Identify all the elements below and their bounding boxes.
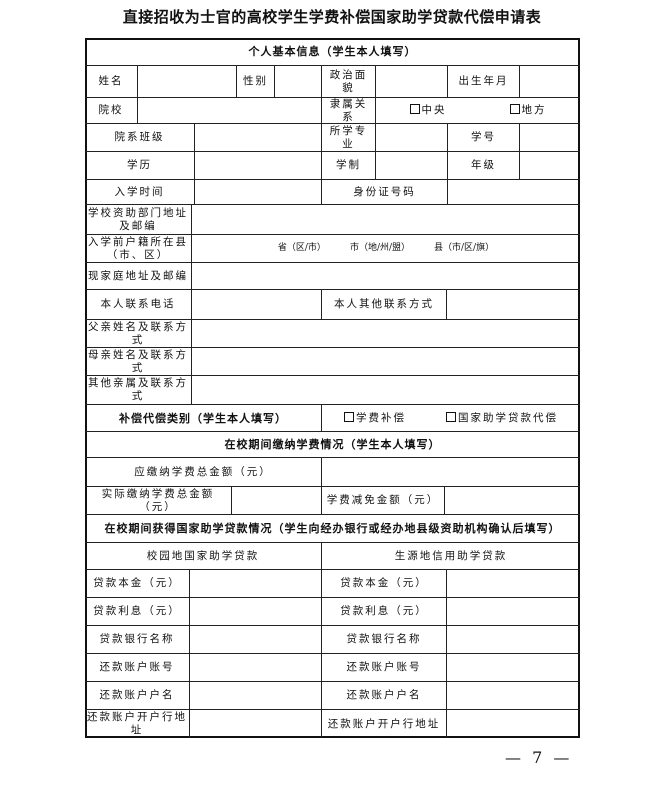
- compensation-options: 学费补偿 国家助学贷款代偿: [322, 405, 580, 432]
- tuition-waived-field[interactable]: [445, 487, 580, 515]
- option-label: 地方: [521, 104, 547, 116]
- label-hukou: 入学前户籍所在县（市、区）: [85, 235, 192, 263]
- hukou-city-label: 市（地/州/盟）: [349, 243, 411, 253]
- section-compensation-type: 补偿代偿类别（学生本人填写）: [85, 405, 322, 432]
- origin-label-account-number: 还款账户账号: [322, 654, 447, 682]
- education-field[interactable]: [195, 152, 322, 180]
- label-tuition-waived: 学费减免金额（元）: [322, 487, 445, 515]
- label-education: 学历: [85, 152, 195, 180]
- campus-label-loan-principal: 贷款本金（元）: [85, 570, 190, 598]
- origin-label-account-bank-address: 还款账户开户行地址: [322, 710, 447, 738]
- origin-loan-interest-field[interactable]: [447, 598, 580, 626]
- campus-label-account-bank-address: 还款账户开户行地址: [85, 710, 190, 738]
- affiliation-options-0-option[interactable]: 中央: [409, 104, 447, 117]
- label-other-relatives: 其他亲属及联系方式: [85, 376, 192, 405]
- student-id-field[interactable]: [520, 124, 580, 152]
- program-length-field[interactable]: [376, 152, 448, 180]
- home-address-field[interactable]: [192, 263, 580, 290]
- label-phone: 本人联系电话: [85, 290, 192, 320]
- label-major: 所学专业: [322, 124, 376, 152]
- origin-loan-principal-field[interactable]: [447, 570, 580, 598]
- tuition-due-field[interactable]: [322, 458, 580, 487]
- label-home-address: 现家庭地址及邮编: [85, 263, 192, 290]
- label-grade: 年级: [448, 152, 520, 180]
- label-father: 父亲姓名及联系方式: [85, 320, 192, 348]
- campus-bank-name-field[interactable]: [190, 626, 322, 654]
- name-field[interactable]: [138, 66, 237, 98]
- checkbox-icon[interactable]: [409, 104, 420, 114]
- label-department-class: 院系班级: [85, 124, 195, 152]
- campus-label-account-number: 还款账户账号: [85, 654, 190, 682]
- label-enrollment-date: 入学时间: [85, 180, 195, 205]
- section-personal-info: 个人基本信息（学生本人填写）: [85, 38, 580, 66]
- campus-account-number-field[interactable]: [190, 654, 322, 682]
- label-tuition-paid: 实际缴纳学费总金额（元）: [85, 487, 232, 515]
- campus-account-name-field[interactable]: [190, 682, 322, 710]
- other-contact-field[interactable]: [447, 290, 580, 320]
- origin-label-loan-principal: 贷款本金（元）: [322, 570, 447, 598]
- origin-label-loan-interest: 贷款利息（元）: [322, 598, 447, 626]
- label-tuition-due: 应缴纳学费总金额（元）: [85, 458, 322, 487]
- other-relatives-field[interactable]: [192, 376, 580, 405]
- label-student-id: 学号: [448, 124, 520, 152]
- origin-account-bank-address-field[interactable]: [447, 710, 580, 738]
- option-label: 中央: [421, 104, 447, 116]
- grade-field[interactable]: [520, 152, 580, 180]
- father-field[interactable]: [192, 320, 580, 348]
- label-mother: 母亲姓名及联系方式: [85, 348, 192, 376]
- political-status-field[interactable]: [376, 66, 448, 98]
- section-loans: 在校期间获得国家助学贷款情况（学生向经办银行或经办地县级资助机构确认后填写）: [85, 515, 580, 543]
- hukou-county-label: 县（市/区/旗）: [434, 243, 495, 253]
- label-aid-office-address: 学校资助部门地址及邮编: [85, 205, 192, 235]
- application-form-table: 个人基本信息（学生本人填写） 姓名 性别 政治面貌 出生年月院校 隶属关系 中央 地方院系班级…: [85, 38, 580, 738]
- checkbox-icon[interactable]: [446, 411, 456, 422]
- gender-field[interactable]: [275, 66, 322, 98]
- aid-office-address-field[interactable]: [192, 205, 580, 235]
- department-class-field[interactable]: [195, 124, 322, 152]
- label-campus-loan: 校园地国家助学贷款: [85, 543, 322, 570]
- label-affiliation: 隶属关系: [322, 98, 376, 124]
- label-birth-date: 出生年月: [448, 66, 520, 98]
- label-id-number: 身份证号码: [322, 180, 448, 205]
- affiliation-options-1-option[interactable]: 地方: [509, 104, 547, 117]
- option-label: 国家助学贷款代偿: [458, 411, 558, 424]
- label-other-contact: 本人其他联系方式: [322, 290, 447, 320]
- compensation-options-1-option[interactable]: 国家助学贷款代偿: [446, 411, 558, 425]
- campus-label-bank-name: 贷款银行名称: [85, 626, 190, 654]
- tuition-paid-field[interactable]: [232, 487, 322, 515]
- id-number-field[interactable]: [448, 180, 580, 205]
- label-school: 院校: [85, 98, 138, 124]
- campus-loan-interest-field[interactable]: [190, 598, 322, 626]
- hukou-province-label: 省（区/市）: [277, 243, 326, 253]
- phone-field[interactable]: [192, 290, 322, 320]
- campus-loan-principal-field[interactable]: [190, 570, 322, 598]
- major-field[interactable]: [376, 124, 448, 152]
- mother-field[interactable]: [192, 348, 580, 376]
- label-political-status: 政治面貌: [322, 66, 376, 98]
- label-origin-loan: 生源地信用助学贷款: [322, 543, 580, 570]
- label-name: 姓名: [85, 66, 138, 98]
- campus-label-loan-interest: 贷款利息（元）: [85, 598, 190, 626]
- checkbox-icon[interactable]: [509, 104, 520, 114]
- origin-account-name-field[interactable]: [447, 682, 580, 710]
- affiliation-options: 中央 地方: [376, 98, 580, 124]
- compensation-options-0-option[interactable]: 学费补偿: [344, 411, 406, 425]
- hukou-field[interactable]: 省（区/市） 市（地/州/盟） 县（市/区/旗）: [192, 235, 580, 263]
- enrollment-date-field[interactable]: [195, 180, 322, 205]
- form-title: 直接招收为士官的高校学生学费补偿国家助学贷款代偿申请表: [122, 8, 542, 26]
- campus-account-bank-address-field[interactable]: [190, 710, 322, 738]
- section-tuition: 在校期间缴纳学费情况（学生本人填写）: [85, 432, 580, 458]
- school-field[interactable]: [138, 98, 322, 124]
- origin-label-bank-name: 贷款银行名称: [322, 626, 447, 654]
- label-program-length: 学制: [322, 152, 376, 180]
- option-label: 学费补偿: [356, 411, 406, 424]
- birth-date-field[interactable]: [520, 66, 580, 98]
- origin-label-account-name: 还款账户户名: [322, 682, 447, 710]
- campus-label-account-name: 还款账户户名: [85, 682, 190, 710]
- page-number: — 7 —: [505, 748, 573, 767]
- label-gender: 性别: [237, 66, 275, 98]
- origin-account-number-field[interactable]: [447, 654, 580, 682]
- origin-bank-name-field[interactable]: [447, 626, 580, 654]
- checkbox-icon[interactable]: [344, 411, 354, 422]
